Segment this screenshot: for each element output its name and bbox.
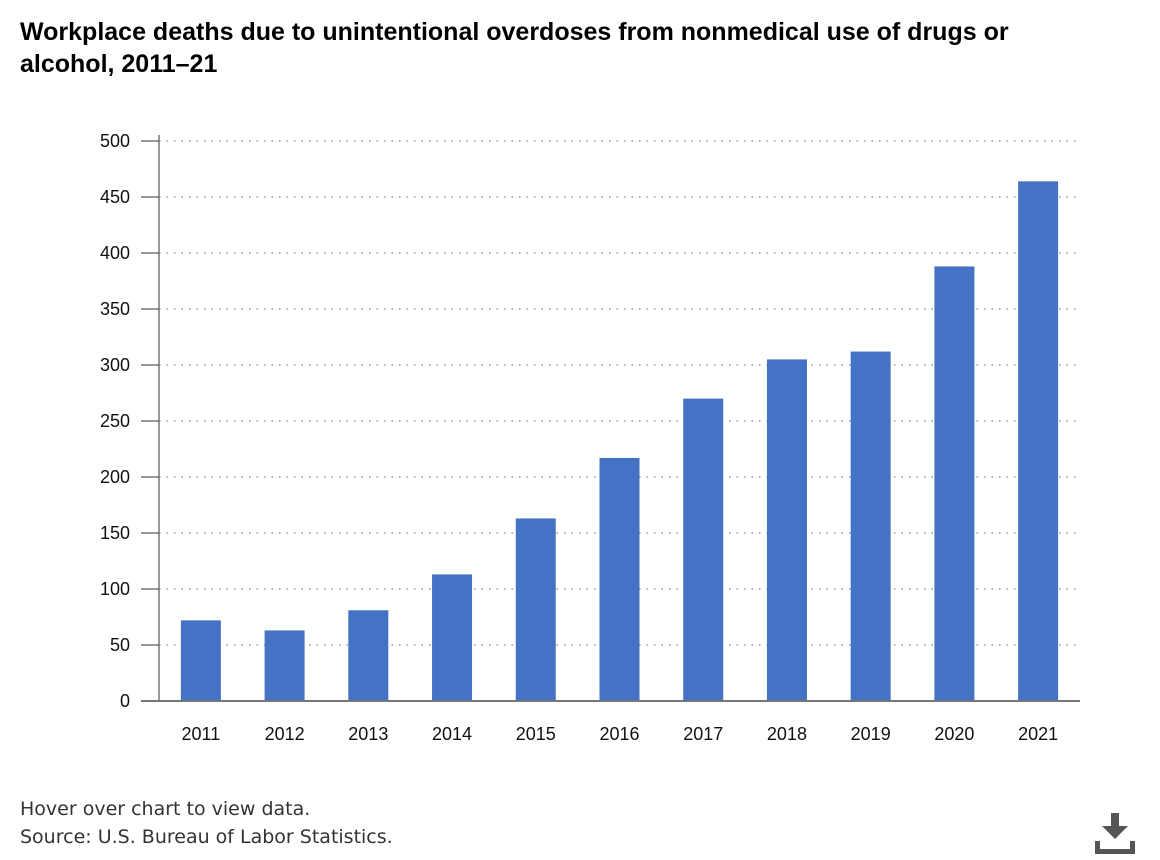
bar-2019[interactable]	[850, 351, 891, 701]
x-tick-label: 2021	[1018, 724, 1058, 744]
chart-title: Workplace deaths due to unintentional ov…	[20, 18, 1009, 78]
y-tick-label: 300	[100, 355, 130, 375]
x-tick-label: 2012	[265, 724, 305, 744]
y-axis-ticks: 0 50 100 150 200 250 300 350 400 450 500	[100, 131, 159, 711]
y-tick-label: 400	[100, 243, 130, 263]
bars	[180, 181, 1059, 701]
bar-2011[interactable]	[180, 620, 221, 701]
y-tick-label: 450	[100, 187, 130, 207]
download-icon	[1095, 813, 1135, 854]
y-tick-label: 250	[100, 411, 130, 431]
hover-note: Hover over chart to view data.	[20, 798, 311, 820]
y-tick-label: 150	[100, 523, 130, 543]
x-tick-label: 2015	[516, 724, 556, 744]
download-button[interactable]	[1093, 811, 1137, 855]
axes	[141, 135, 1080, 702]
bar-2017[interactable]	[683, 398, 724, 701]
x-tick-label: 2020	[934, 724, 974, 744]
y-tick-label: 0	[120, 691, 130, 711]
y-tick-label: 350	[100, 299, 130, 319]
bar-2021[interactable]	[1018, 181, 1059, 701]
y-tick-label: 50	[110, 635, 130, 655]
x-tick-label: 2011	[182, 724, 221, 744]
source-note: Source: U.S. Bureau of Labor Statistics.	[20, 826, 393, 848]
x-tick-label: 2017	[683, 724, 723, 744]
chart-footer: Hover over chart to view data. Source: U…	[20, 795, 393, 851]
y-tick-label: 200	[100, 467, 130, 487]
x-tick-label: 2016	[599, 724, 639, 744]
bar-2016[interactable]	[599, 457, 640, 701]
x-axis-ticks: 2011 2012 2013 2014 2015 2016 2017 2018 2019 2020…	[182, 724, 1059, 744]
x-tick-label: 2013	[348, 724, 388, 744]
bar-2020[interactable]	[934, 266, 975, 701]
bar-2018[interactable]	[766, 359, 807, 701]
x-tick-label: 2018	[767, 724, 807, 744]
bar-2012[interactable]	[264, 630, 305, 701]
bar-2013[interactable]	[348, 610, 389, 701]
y-tick-label: 500	[100, 131, 130, 151]
bar-2014[interactable]	[432, 574, 473, 701]
y-tick-label: 100	[100, 579, 130, 599]
bar-2015[interactable]	[515, 518, 556, 701]
x-tick-label: 2014	[432, 724, 472, 744]
x-tick-label: 2019	[851, 724, 891, 744]
